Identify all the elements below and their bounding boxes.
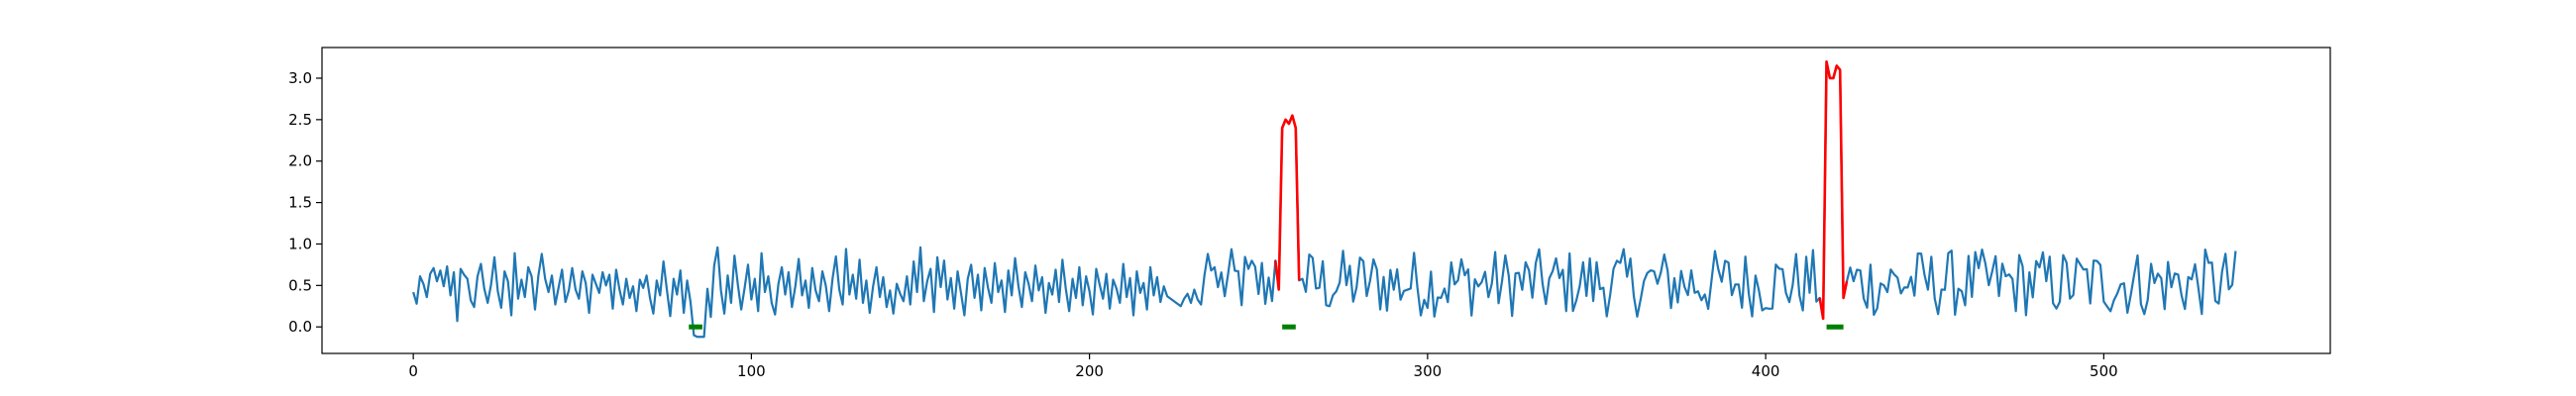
y-tick-label: 2.0 [288, 152, 312, 170]
x-tick-label: 0 [408, 362, 418, 380]
x-tick-label: 200 [1075, 362, 1104, 380]
x-tick-label: 100 [737, 362, 766, 380]
x-tick-label: 500 [2090, 362, 2118, 380]
spike-segment-2 [1818, 59, 1849, 321]
plot-area [412, 59, 2237, 339]
x-tick-label: 300 [1414, 362, 1443, 380]
y-tick-label: 0.5 [288, 276, 312, 294]
x-tick-label: 400 [1752, 362, 1780, 380]
signal-series-line [412, 60, 2237, 339]
y-tick-label: 1.0 [288, 235, 312, 252]
spike-segment-1 [1274, 114, 1301, 291]
y-tick-label: 1.5 [288, 194, 312, 212]
axis-ticks: 0 100 200 300 400 500 0.0 0.5 1.0 1.5 2.0 2.5 3.0 [288, 69, 2118, 380]
y-tick-label: 3.0 [288, 69, 312, 87]
plot-frame [321, 47, 2331, 354]
y-tick-label: 2.5 [288, 111, 312, 129]
y-tick-label: 0.0 [288, 318, 312, 336]
